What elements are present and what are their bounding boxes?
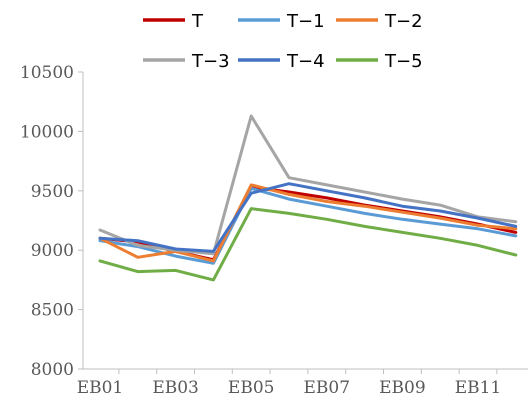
legend-label: T−1	[286, 11, 325, 32]
series-line-5	[98, 207, 518, 282]
legend-item-4: T−4	[238, 51, 325, 72]
legend: T T−1 T−2 T−3 T−4 T−5	[143, 11, 423, 72]
x-tick-label: EB05	[228, 378, 275, 398]
series-lines	[98, 114, 518, 282]
legend-item-1: T−1	[238, 11, 325, 32]
legend-item-5: T−5	[336, 51, 423, 72]
y-tick-label: 9500	[31, 182, 74, 202]
x-tick-label: EB07	[304, 378, 351, 398]
series-line-1	[98, 186, 518, 265]
y-tick-label: 10500	[20, 63, 74, 83]
series-line-2	[98, 183, 518, 263]
series-line-4	[98, 182, 518, 253]
legend-item-3: T−3	[143, 51, 230, 72]
legend-label: T−2	[384, 11, 423, 32]
legend-label: T−3	[191, 51, 230, 72]
y-tick-label: 9000	[31, 241, 74, 261]
y-tick-label: 8000	[31, 360, 74, 380]
legend-label: T	[191, 11, 204, 32]
legend-item-0: T	[143, 11, 204, 32]
x-tick-label: EB03	[152, 378, 199, 398]
y-tick-label: 10000	[20, 122, 74, 142]
axes: 8000 8500 9000 9500 10000 10500 EB01 EB03 EB05 EB…	[20, 63, 528, 398]
x-tick-label: EB11	[455, 378, 502, 398]
legend-item-2: T−2	[336, 11, 423, 32]
y-tick-label: 8500	[31, 301, 74, 321]
series-line-3	[98, 114, 518, 256]
legend-label: T−4	[286, 51, 325, 72]
x-tick-label: EB01	[77, 378, 124, 398]
x-tick-label: EB09	[379, 378, 426, 398]
legend-label: T−5	[384, 51, 423, 72]
